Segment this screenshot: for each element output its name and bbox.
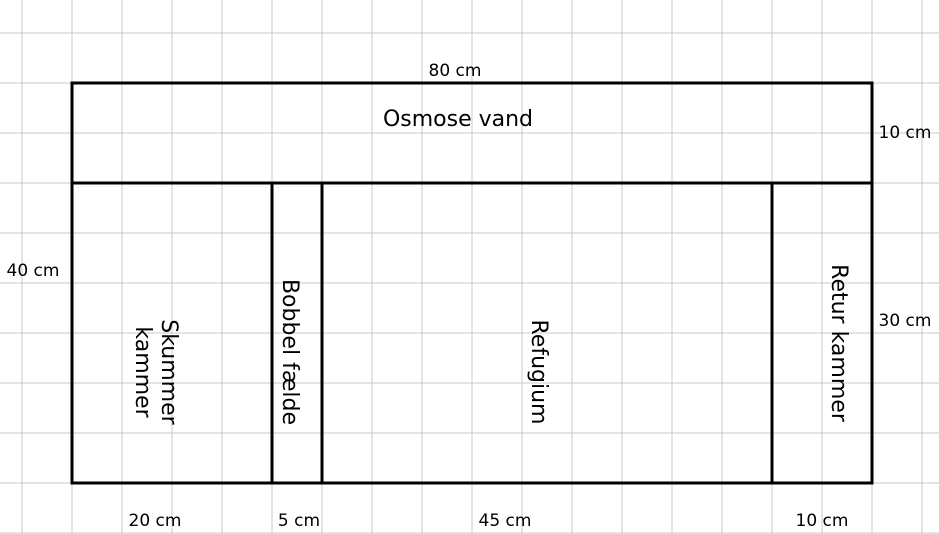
dimension: 80 cm <box>429 61 482 81</box>
dimension: 10 cm <box>796 511 849 531</box>
label-line: kammer <box>130 326 155 418</box>
compartment-label: Bobbel fælde <box>277 279 302 425</box>
label-line: Bobbel fælde <box>277 279 302 425</box>
dimension: 45 cm <box>479 511 532 531</box>
dimension: 30 cm <box>879 311 932 331</box>
compartment-label: Refugium <box>526 320 551 425</box>
label-line: Skummer <box>156 319 181 425</box>
dimension: 20 cm <box>129 511 182 531</box>
label-line: Refugium <box>526 320 551 425</box>
dimension: 10 cm <box>879 123 932 143</box>
top-label: Osmose vand <box>383 107 533 132</box>
dimension: 5 cm <box>278 511 320 531</box>
compartment-label: Retur kammer <box>826 264 851 423</box>
label-line: Retur kammer <box>826 264 851 423</box>
tank-outline <box>70 81 874 485</box>
dimension: 40 cm <box>7 261 60 281</box>
compartment-label: Skummerkammer <box>130 319 181 425</box>
